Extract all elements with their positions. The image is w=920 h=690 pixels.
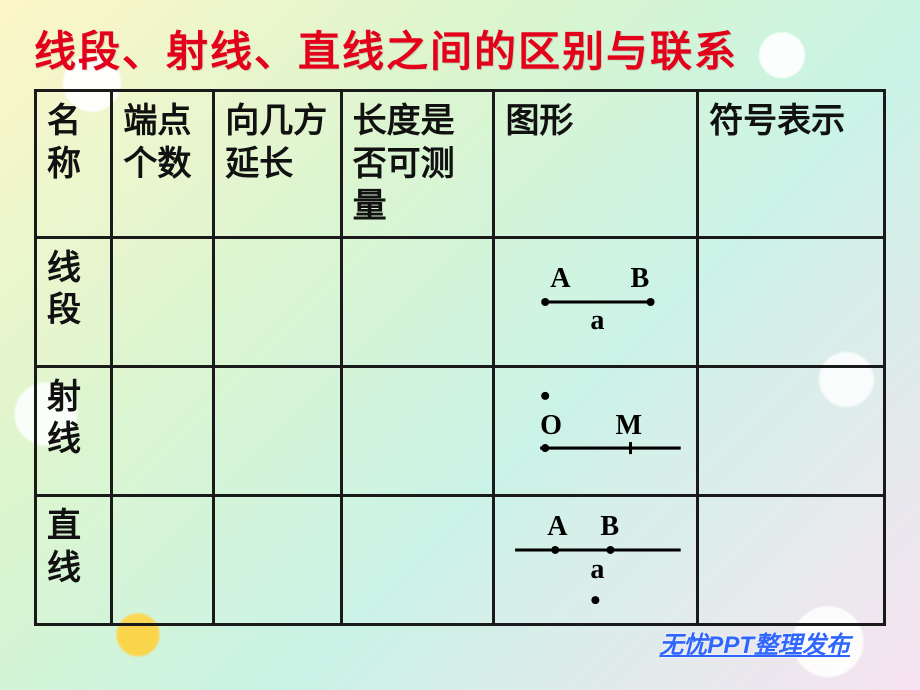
line-label-a: a (591, 554, 605, 585)
line-label-A: A (548, 510, 569, 541)
line-figure: A B a (494, 495, 698, 624)
header-extend: 向几方延长 (214, 91, 341, 238)
header-figure: 图形 (494, 91, 698, 238)
header-notation: 符号表示 (698, 91, 885, 238)
line-svg: A B a (495, 497, 696, 623)
segment-label-A: A (551, 262, 572, 293)
segment-name: 线段 (36, 237, 112, 366)
segment-svg: A B a (495, 239, 696, 365)
segment-label-B: B (631, 262, 650, 293)
ray-figure: O M (494, 366, 698, 495)
row-segment: 线段 A B a (36, 237, 885, 366)
line-endpoints (112, 495, 214, 624)
ray-svg: O M (495, 368, 696, 494)
watermark: 无忧PPT整理发布 (659, 625, 850, 660)
comparison-table: 名称 端点个数 向几方延长 长度是否可测量 图形 符号表示 线段 A B a (34, 89, 886, 626)
segment-figure: A B a (494, 237, 698, 366)
header-endpoints: 端点个数 (112, 91, 214, 238)
ray-extend (214, 366, 341, 495)
line-notation (698, 495, 885, 624)
line-name: 直线 (36, 495, 112, 624)
segment-endpoints (112, 237, 214, 366)
ray-label-M: M (616, 410, 643, 441)
ray-label-O: O (541, 410, 563, 441)
segment-extend (214, 237, 341, 366)
ray-notation (698, 366, 885, 495)
header-measurable: 长度是否可测量 (341, 91, 494, 238)
segment-notation (698, 237, 885, 366)
ray-name: 射线 (36, 366, 112, 495)
row-ray: 射线 O M (36, 366, 885, 495)
row-line: 直线 A B a (36, 495, 885, 624)
header-name: 名称 (36, 91, 112, 238)
line-label-B: B (601, 510, 620, 541)
line-extend (214, 495, 341, 624)
ray-measurable (341, 366, 494, 495)
table-header-row: 名称 端点个数 向几方延长 长度是否可测量 图形 符号表示 (36, 91, 885, 238)
segment-label-a: a (591, 305, 605, 336)
line-measurable (341, 495, 494, 624)
page-title: 线段、射线、直线之间的区别与联系 (34, 18, 886, 79)
segment-measurable (341, 237, 494, 366)
ray-endpoints (112, 366, 214, 495)
